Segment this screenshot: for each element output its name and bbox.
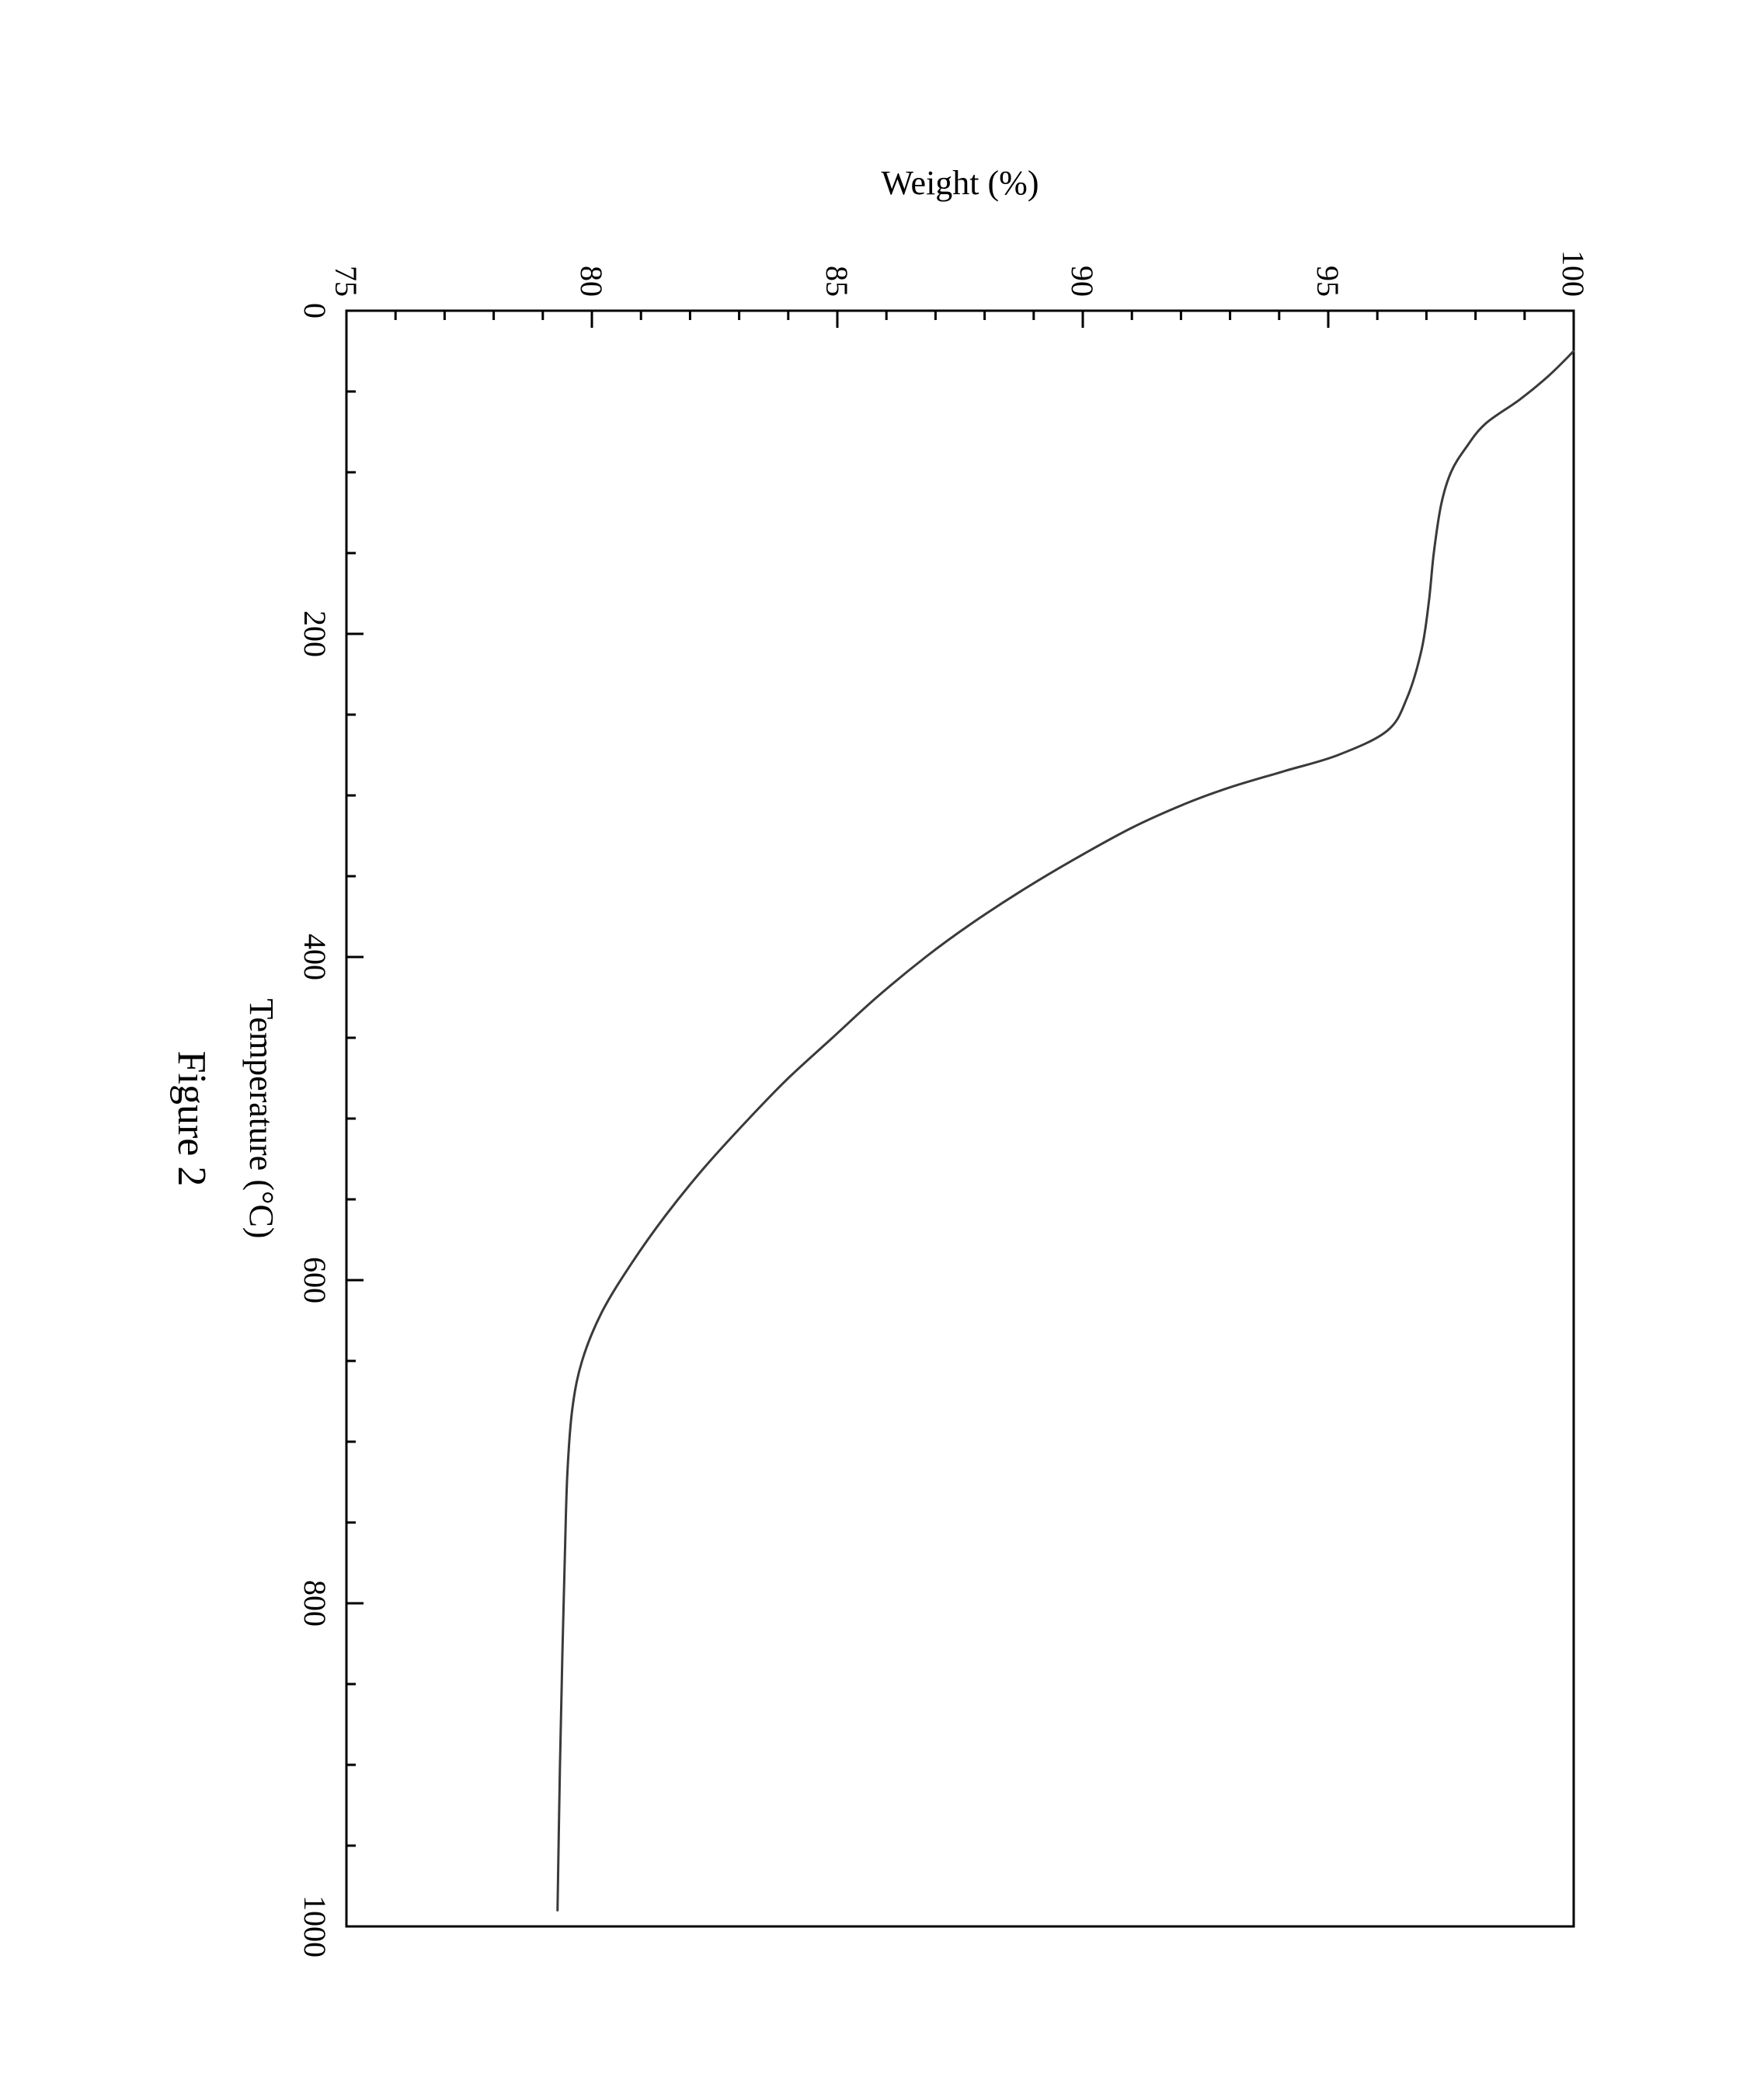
x-tick-label: 400 — [297, 934, 332, 980]
y-axis-label: Weight (%) — [881, 164, 1039, 202]
x-tick-label: 0 — [297, 303, 332, 318]
tga-chart: 0 200 400 600 800 1000 75 80 85 90 95 100 Temperatur… — [144, 109, 1620, 1973]
figure-caption: Figure 2 — [169, 1050, 214, 1186]
y-tick-label: 85 — [819, 266, 854, 297]
x-tick-label: 1000 — [297, 1895, 332, 1957]
chart-rotated-container: 0 200 400 600 800 1000 75 80 85 90 95 100 Temperatur… — [144, 109, 1620, 1973]
y-tick-label: 80 — [574, 266, 609, 297]
y-tick-label: 75 — [329, 266, 364, 297]
x-tick-label: 800 — [297, 1580, 332, 1627]
x-axis-label: Temperature (°C) — [242, 998, 280, 1238]
chart-bg — [144, 109, 1620, 1973]
y-tick-label: 90 — [1065, 266, 1100, 297]
x-tick-label: 200 — [297, 611, 332, 657]
y-tick-label: 95 — [1310, 266, 1345, 297]
x-tick-label: 600 — [297, 1257, 332, 1303]
y-tick-label: 100 — [1556, 250, 1591, 297]
page: 0 200 400 600 800 1000 75 80 85 90 95 100 Temperatur… — [0, 0, 1764, 2081]
